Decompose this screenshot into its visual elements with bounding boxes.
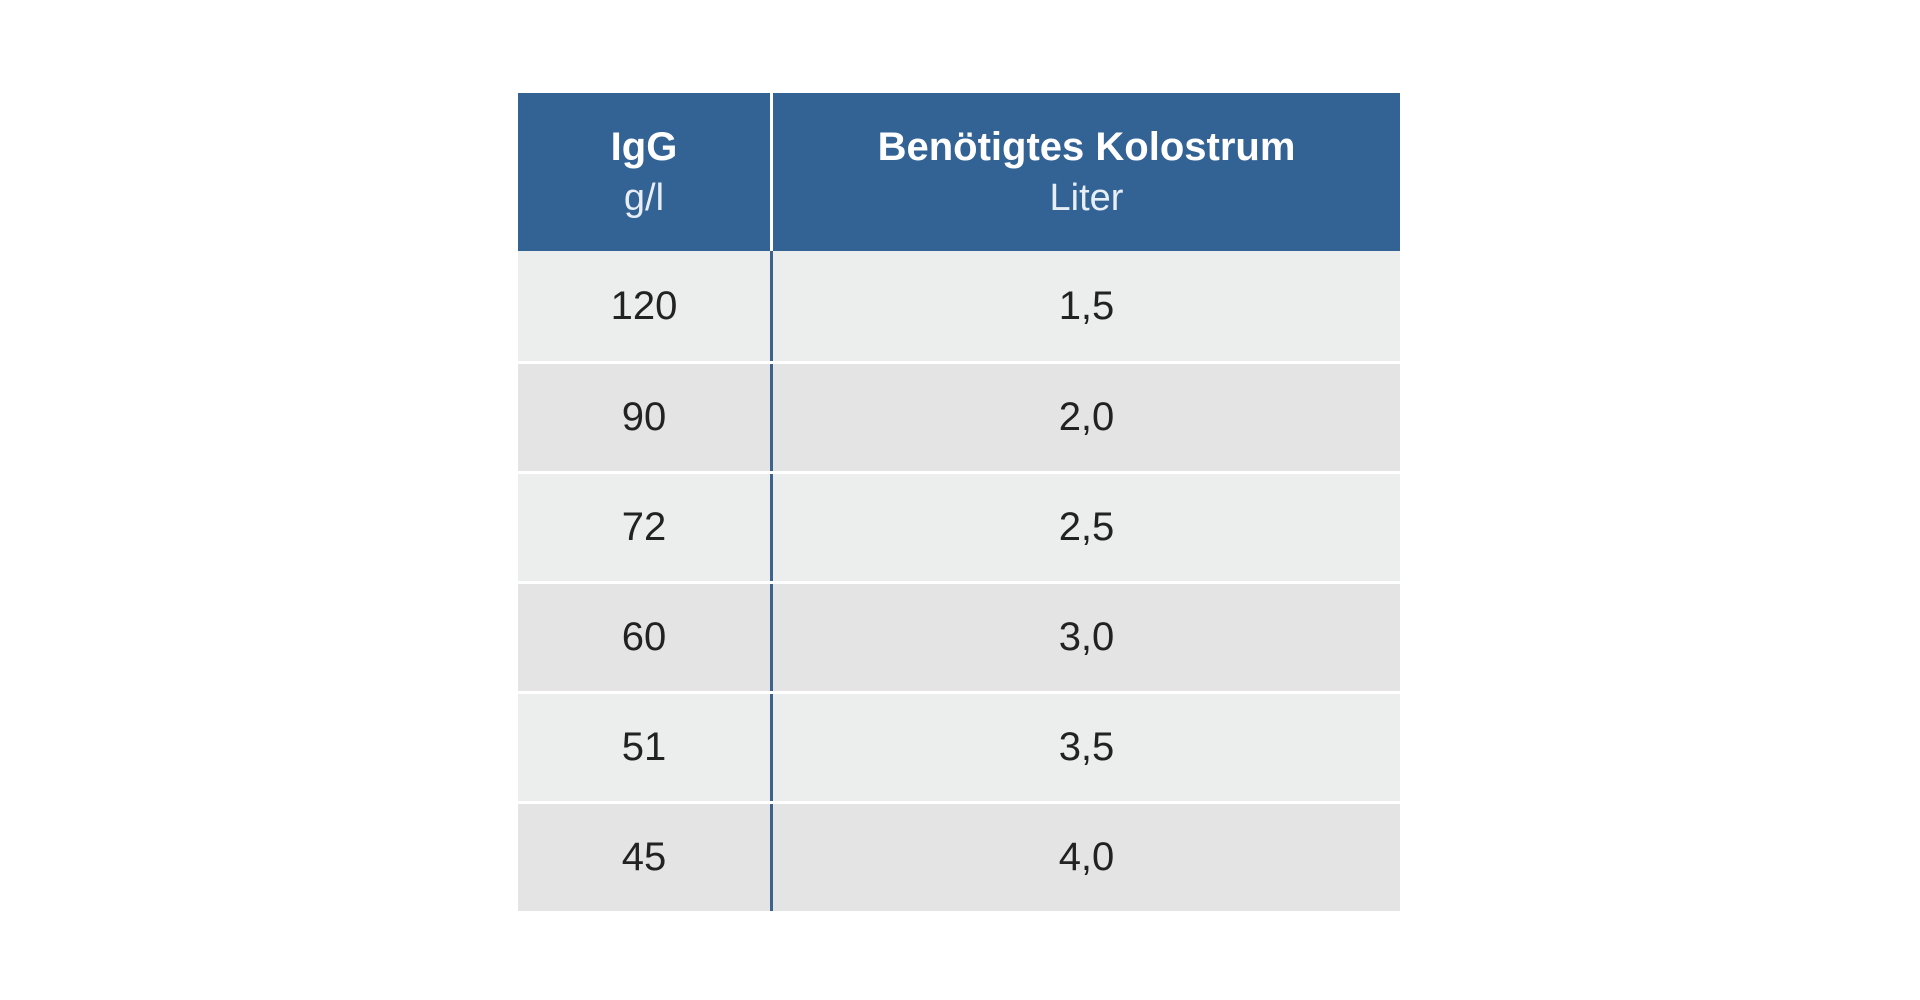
header-title: IgG: [610, 125, 678, 169]
table: IgG g/l Benötigtes Kolostrum Liter 120 1,…: [518, 93, 1400, 911]
table-cell: 45: [518, 804, 773, 911]
header-unit: g/l: [623, 177, 665, 219]
table-body: 120 1,5 90 2,0 72 2,5 60 3,0 51 3,5 45 4,0: [518, 251, 1400, 911]
table-cell: 2,5: [1058, 505, 1115, 549]
header-unit: Liter: [1049, 177, 1124, 219]
table-cell: 90: [518, 364, 773, 471]
table-cell: 72: [518, 474, 773, 581]
table-row: 90 2,0: [518, 361, 1400, 471]
table-cell: 2,0: [1058, 395, 1115, 439]
header-cell: Benötigtes Kolostrum Liter: [773, 93, 1400, 251]
table-row: 45 4,0: [518, 801, 1400, 911]
table-cell: 60: [518, 584, 773, 691]
table-cell: 120: [518, 251, 773, 361]
table-row: 72 2,5: [518, 471, 1400, 581]
table-row: 60 3,0: [518, 581, 1400, 691]
table-row: 120 1,5: [518, 251, 1400, 361]
table-cell: 1,5: [1058, 283, 1115, 328]
table-header: IgG g/l Benötigtes Kolostrum Liter: [518, 93, 1400, 251]
table-cell: 3,0: [1058, 615, 1115, 659]
table-cell: 51: [518, 694, 773, 801]
table-row: 51 3,5: [518, 691, 1400, 801]
table-cell: 4,0: [1058, 835, 1115, 879]
header-cell: IgG g/l: [518, 93, 773, 251]
header-title: Benötigtes Kolostrum: [877, 125, 1296, 169]
table-cell: 3,5: [1058, 725, 1115, 769]
